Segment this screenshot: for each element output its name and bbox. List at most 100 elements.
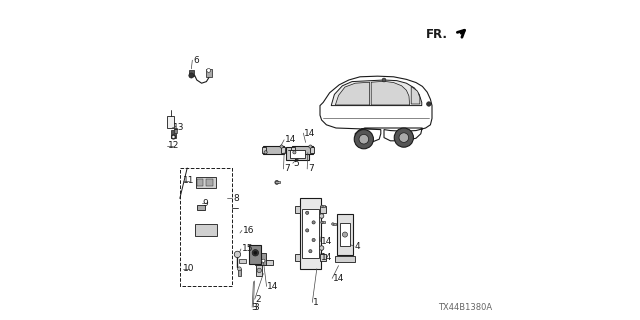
Circle shape <box>234 251 241 258</box>
Polygon shape <box>260 253 266 265</box>
Text: 12: 12 <box>168 141 179 150</box>
Circle shape <box>252 250 259 256</box>
Polygon shape <box>256 265 262 276</box>
Circle shape <box>257 268 262 273</box>
Text: 7: 7 <box>308 164 314 173</box>
Text: 3: 3 <box>253 303 259 312</box>
Text: 13: 13 <box>173 124 184 132</box>
Text: 3: 3 <box>251 303 257 312</box>
Text: TX44B1380A: TX44B1380A <box>438 303 493 312</box>
Text: 14: 14 <box>285 135 296 144</box>
Polygon shape <box>335 256 355 262</box>
Polygon shape <box>170 130 177 138</box>
Circle shape <box>312 238 316 242</box>
Circle shape <box>426 102 431 106</box>
Text: 8: 8 <box>233 194 239 203</box>
Text: 14: 14 <box>304 129 316 138</box>
Text: 15: 15 <box>242 244 253 253</box>
Text: 14: 14 <box>268 282 278 291</box>
Polygon shape <box>340 223 350 246</box>
Circle shape <box>321 221 323 224</box>
Polygon shape <box>275 181 280 183</box>
Circle shape <box>308 250 312 253</box>
Polygon shape <box>206 179 212 186</box>
Polygon shape <box>337 214 353 255</box>
Circle shape <box>275 180 279 184</box>
Text: FR.: FR. <box>426 28 448 41</box>
Text: 14: 14 <box>321 237 332 246</box>
Circle shape <box>280 145 284 148</box>
Circle shape <box>254 251 257 254</box>
Circle shape <box>319 214 324 218</box>
Text: 11: 11 <box>184 176 195 185</box>
Polygon shape <box>238 269 241 276</box>
Polygon shape <box>197 179 204 186</box>
Circle shape <box>312 221 316 224</box>
Polygon shape <box>371 81 410 105</box>
Text: 9: 9 <box>202 199 208 208</box>
Text: 16: 16 <box>243 226 254 235</box>
Circle shape <box>342 232 348 237</box>
Polygon shape <box>262 146 285 154</box>
Polygon shape <box>168 116 174 128</box>
Polygon shape <box>197 205 205 210</box>
Polygon shape <box>332 80 422 106</box>
Polygon shape <box>292 146 314 154</box>
Polygon shape <box>300 198 321 269</box>
Circle shape <box>319 246 324 250</box>
Text: 6: 6 <box>193 56 198 65</box>
Polygon shape <box>291 147 295 153</box>
Text: 4: 4 <box>355 242 360 251</box>
Circle shape <box>306 211 309 214</box>
Polygon shape <box>295 206 301 213</box>
FancyBboxPatch shape <box>180 168 232 286</box>
Circle shape <box>321 205 323 208</box>
Polygon shape <box>206 69 211 77</box>
Text: 1: 1 <box>313 298 319 307</box>
Circle shape <box>189 73 194 78</box>
Polygon shape <box>322 205 325 207</box>
Circle shape <box>207 68 211 72</box>
Circle shape <box>394 128 413 147</box>
Polygon shape <box>321 254 326 261</box>
Circle shape <box>382 78 386 82</box>
Text: 2: 2 <box>255 295 261 304</box>
Polygon shape <box>249 245 262 264</box>
Polygon shape <box>322 221 325 223</box>
Polygon shape <box>333 223 336 225</box>
Polygon shape <box>287 147 308 160</box>
Polygon shape <box>189 70 194 76</box>
Polygon shape <box>282 147 285 153</box>
Polygon shape <box>174 128 177 133</box>
Text: 7: 7 <box>284 164 290 173</box>
Polygon shape <box>310 147 314 153</box>
Polygon shape <box>290 149 305 158</box>
Polygon shape <box>262 147 266 153</box>
Circle shape <box>399 133 409 142</box>
Polygon shape <box>295 254 301 261</box>
Text: 10: 10 <box>184 264 195 273</box>
Polygon shape <box>239 259 246 263</box>
Polygon shape <box>321 206 326 213</box>
Circle shape <box>262 259 265 262</box>
Circle shape <box>173 136 174 138</box>
Polygon shape <box>195 224 216 236</box>
Circle shape <box>264 151 268 154</box>
Circle shape <box>237 267 241 271</box>
Polygon shape <box>255 260 273 265</box>
Text: 14: 14 <box>321 253 332 262</box>
Polygon shape <box>412 86 420 104</box>
Circle shape <box>172 135 175 139</box>
Polygon shape <box>320 76 432 142</box>
Circle shape <box>292 151 296 154</box>
Circle shape <box>359 134 369 144</box>
Circle shape <box>308 145 312 148</box>
Text: 5: 5 <box>293 159 299 168</box>
Polygon shape <box>335 82 370 105</box>
Text: 14: 14 <box>333 274 344 283</box>
Circle shape <box>306 229 309 232</box>
Polygon shape <box>196 177 216 188</box>
Polygon shape <box>302 209 319 258</box>
Circle shape <box>355 130 374 149</box>
Circle shape <box>332 223 334 225</box>
